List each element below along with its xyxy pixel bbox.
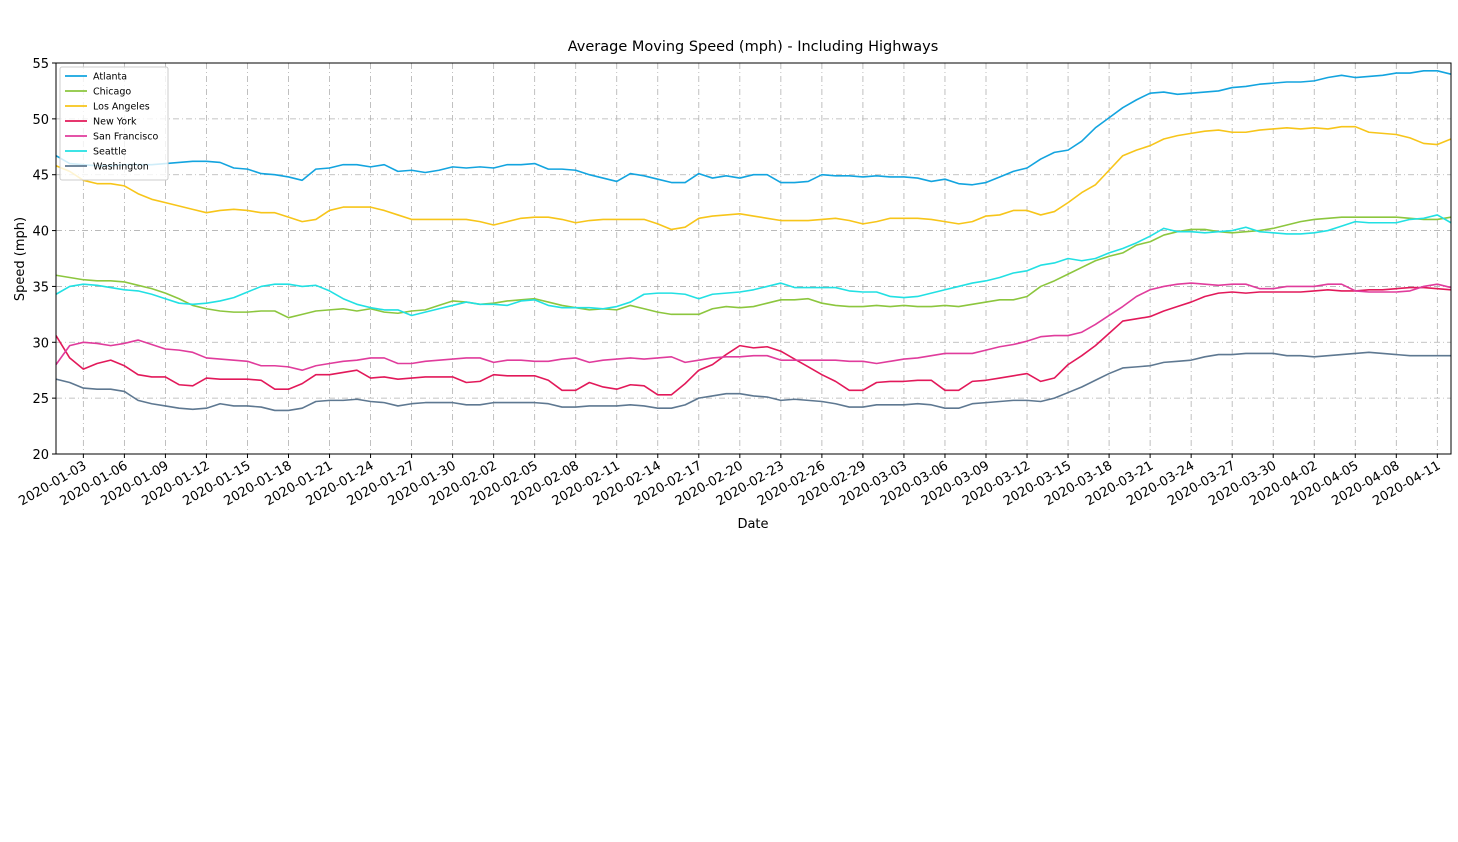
x-axis-label: Date (737, 517, 768, 532)
legend-label: Chicago (93, 87, 131, 98)
plot-frame (55, 62, 1452, 455)
y-tick-label: 30 (32, 336, 49, 351)
chart-title: Average Moving Speed (mph) - Including H… (568, 39, 939, 55)
y-axis-label: Speed (mph) (13, 217, 28, 301)
line-series (55, 286, 1452, 396)
legend-label: San Francisco (93, 132, 158, 143)
line-series (55, 214, 1452, 317)
y-tick-label: 25 (32, 392, 49, 407)
y-tick-label: 50 (32, 113, 49, 128)
line-series (55, 70, 1452, 186)
line-series (55, 216, 1452, 319)
legend-label: Seattle (93, 147, 127, 158)
y-tick-label: 55 (32, 57, 49, 72)
line-series (55, 125, 1452, 231)
legend-label: Los Angeles (93, 102, 150, 113)
y-tick-label: 45 (32, 169, 49, 184)
y-tick-label: 40 (32, 225, 49, 240)
line-series (55, 282, 1452, 372)
line-series (55, 351, 1451, 412)
legend: Atlanta Chicago Los Angeles New York San Fra… (59, 66, 169, 181)
legend-label: Washington (93, 162, 149, 173)
legend-label: New York (93, 117, 137, 128)
y-tick-label: 20 (32, 448, 49, 463)
y-tick-label: 35 (32, 280, 49, 295)
legend-label: Atlanta (93, 72, 127, 83)
